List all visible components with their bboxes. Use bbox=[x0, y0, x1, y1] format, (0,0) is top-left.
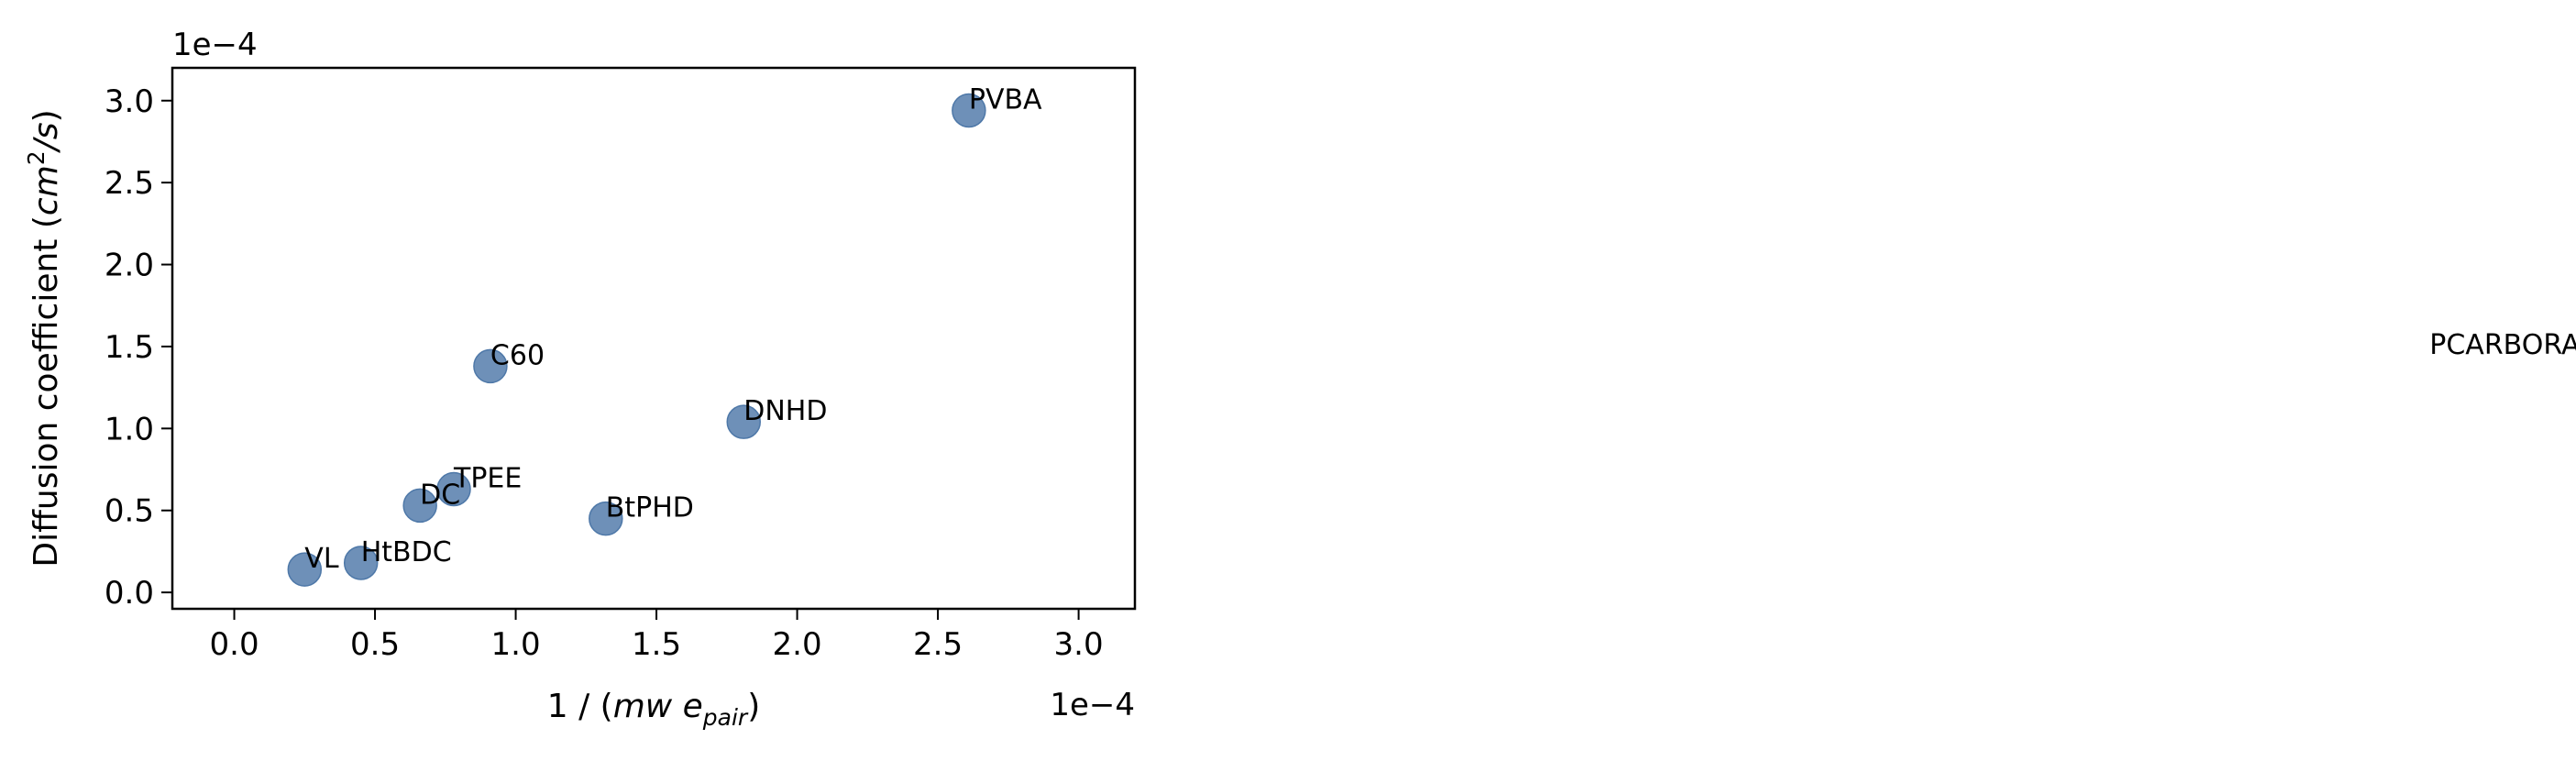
y-axis-label-after: /s bbox=[28, 122, 65, 153]
point-label-vl: VL bbox=[304, 543, 339, 575]
data-point-tpee bbox=[436, 471, 471, 507]
point-label-pvba: PVBA bbox=[969, 83, 1042, 116]
point-label-btphd: BtPHD bbox=[606, 492, 694, 524]
x-axis-label: 1 / (mw epair) bbox=[547, 688, 761, 731]
point-label-dnhd: DNHD bbox=[743, 395, 827, 427]
y-axis-label-prefix: Diffusion coefficient ( bbox=[28, 215, 65, 568]
y-axis-label-suffix: ) bbox=[28, 109, 65, 122]
x-axis-label-prefix: 1 / ( bbox=[547, 688, 613, 725]
point-label-htbdc: HtBDC bbox=[361, 536, 452, 568]
x-tick-label: 1.0 bbox=[491, 626, 541, 663]
y-axis-label-main: cm bbox=[28, 165, 65, 215]
x-tick-label: 2.5 bbox=[913, 626, 963, 663]
data-point-pvba bbox=[952, 93, 986, 128]
y-axis-label: Diffusion coefficient (cm2/s) bbox=[23, 109, 65, 567]
data-point-c60 bbox=[473, 348, 508, 384]
y-tick-label: 1.0 bbox=[105, 411, 154, 447]
points-layer bbox=[287, 93, 986, 587]
x-tick-label: 2.0 bbox=[773, 626, 822, 663]
x-offset-label: 1e−4 bbox=[1050, 687, 1135, 723]
x-axis-label-sub: pair bbox=[702, 704, 749, 731]
point-label-dc: DC bbox=[420, 479, 460, 511]
point-label-tpee: TPEE bbox=[453, 462, 522, 494]
point-label-c60: C60 bbox=[490, 339, 545, 371]
axes-layer: 0.0 0.5 1.0 1.5 2.0 2.5 3.0 0.0 0.5 1.0 1.5 2.0 2.5 3… bbox=[23, 27, 1137, 731]
x-tick-label: 0.0 bbox=[210, 626, 259, 663]
data-point-htbdc bbox=[343, 546, 379, 580]
data-point-dnhd bbox=[726, 404, 761, 439]
plot-frame bbox=[171, 66, 1137, 611]
x-axis-label-suffix: ) bbox=[747, 688, 760, 725]
x-tick-label: 3.0 bbox=[1054, 626, 1104, 663]
y-tick-label: 3.0 bbox=[105, 83, 154, 120]
annotation-pcarborane: PCARBORANE bbox=[2429, 329, 2576, 361]
y-tick-label: 2.0 bbox=[105, 248, 154, 284]
y-tick-label: 0.5 bbox=[105, 493, 154, 530]
y-offset-label: 1e−4 bbox=[172, 27, 258, 63]
data-point-btphd bbox=[589, 501, 623, 536]
y-tick-label: 2.5 bbox=[105, 165, 154, 202]
y-tick-label: 1.5 bbox=[105, 329, 154, 366]
x-tick-label: 1.5 bbox=[632, 626, 681, 663]
x-axis-label-main: mw e bbox=[613, 688, 703, 725]
x-tick-label: 0.5 bbox=[350, 626, 400, 663]
data-point-vl bbox=[287, 552, 323, 587]
data-point-dc bbox=[402, 488, 437, 524]
y-axis-label-sup: 2 bbox=[23, 150, 50, 165]
y-tick-label: 0.0 bbox=[105, 575, 154, 612]
